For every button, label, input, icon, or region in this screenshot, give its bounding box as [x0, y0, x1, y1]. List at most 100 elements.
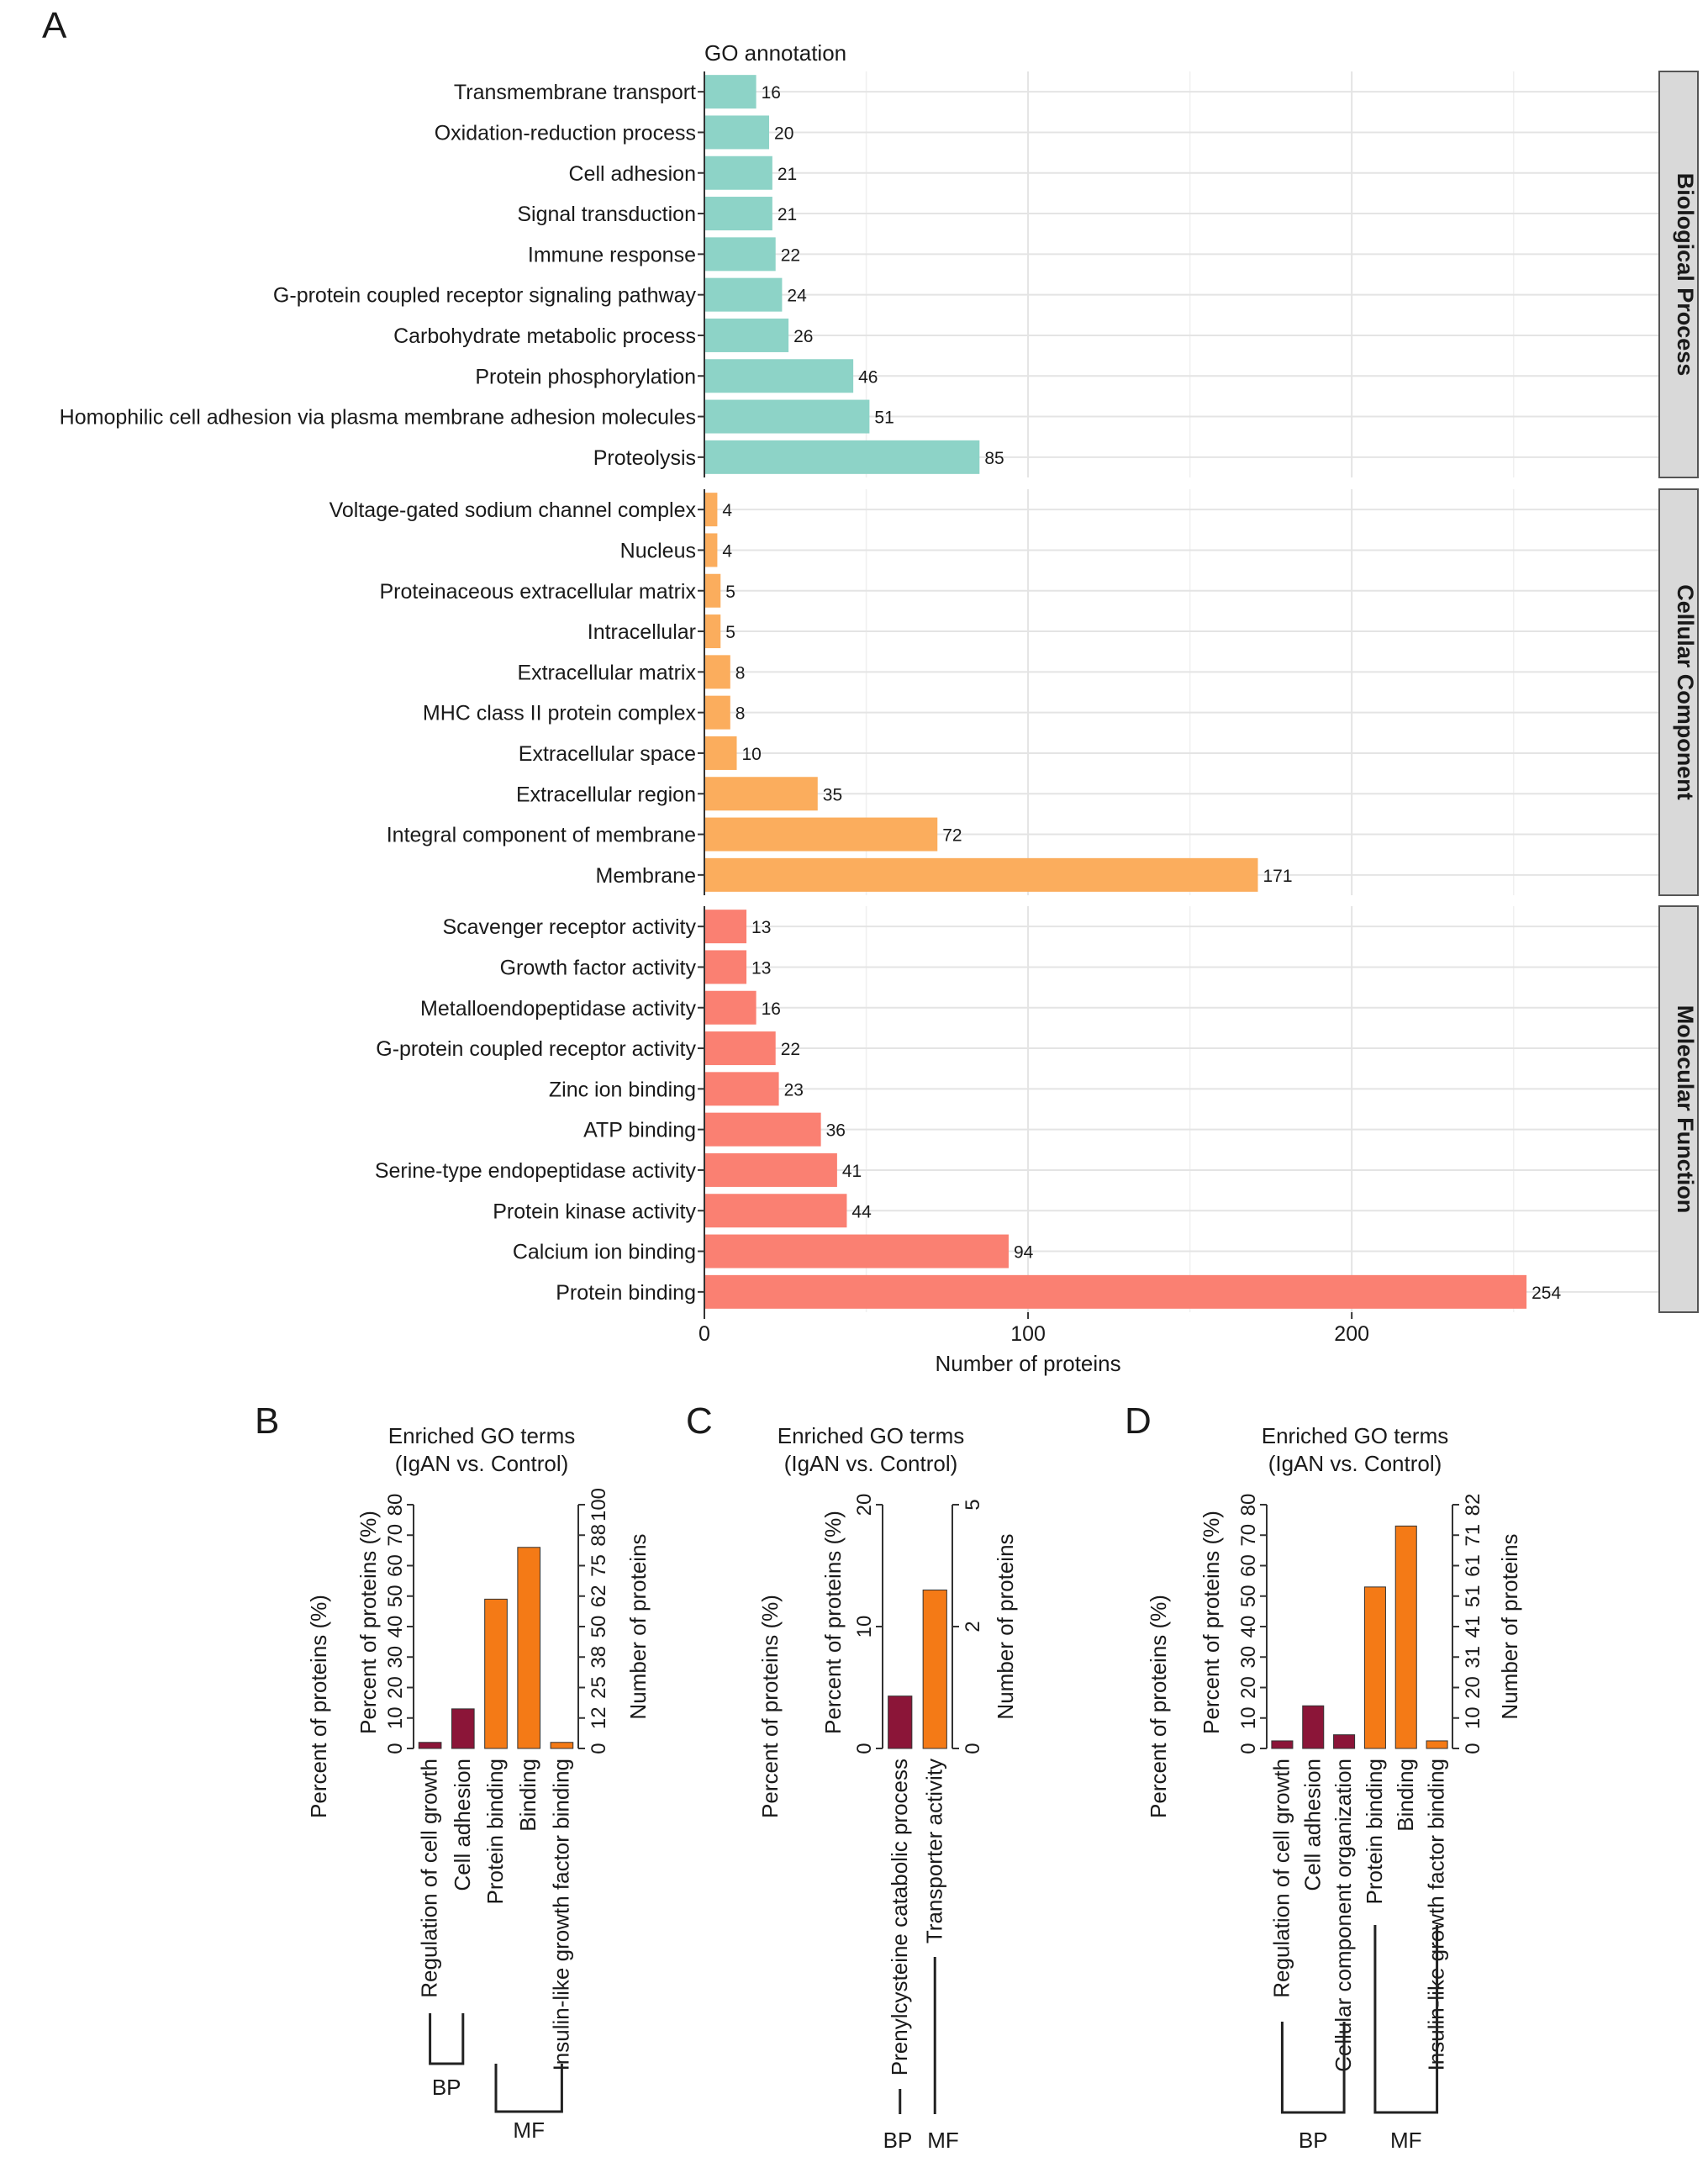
bar-value-label: 22	[781, 1040, 800, 1059]
bar-integral-component-of-membrane	[704, 817, 938, 852]
category-label: Cell adhesion	[569, 162, 697, 186]
y-left-tick-label: 80	[384, 1494, 407, 1516]
bracket-line	[1373, 1925, 1439, 2114]
y-right-tick-label: 10	[1462, 1706, 1484, 1729]
x-tick-label: 200	[1334, 1322, 1369, 1346]
bar-value-label: 21	[778, 205, 797, 224]
y-left-tick-label: 30	[384, 1646, 407, 1669]
category-label: Intracellular	[588, 620, 696, 644]
bar-intracellular	[704, 614, 721, 649]
bar-extracellular-space	[704, 736, 737, 770]
category-label: ATP binding	[583, 1119, 696, 1142]
bar-atp-binding	[704, 1112, 821, 1147]
y-axis-right-title: Number of proteins	[993, 1533, 1018, 1719]
facet-strip	[1658, 905, 1699, 1313]
category-label: Zinc ion binding	[549, 1078, 696, 1101]
y-right-tick-label: 12	[588, 1706, 610, 1729]
y-right-tick-label: 0	[588, 1743, 610, 1754]
y-right-tick-label: 100	[588, 1488, 610, 1522]
bar-extracellular-matrix	[704, 655, 730, 689]
bar-value-label: 94	[1014, 1243, 1034, 1263]
y-axis-left-title: Percent of proteins (%)	[1199, 1511, 1224, 1734]
category-label: Proteinaceous extracellular matrix	[379, 580, 696, 604]
y-left-tick-label: 30	[1237, 1646, 1260, 1669]
bar-value-label: 171	[1263, 867, 1292, 886]
y-axis-outer-title: Percent of proteins (%)	[1146, 1595, 1171, 1818]
category-label: Membrane	[596, 864, 697, 888]
bar-transporter-activity	[922, 1590, 947, 1749]
bar-value-label: 16	[762, 83, 781, 103]
bar-cell-adhesion	[1302, 1705, 1325, 1749]
y-left-tick-label: 80	[1237, 1494, 1260, 1516]
panel-b-enriched-go-chart: Enriched GO terms (IgAN vs. Control) Perce…	[306, 1423, 651, 2143]
category-label: Metalloendopeptidase activity	[420, 997, 696, 1020]
bar-binding	[1394, 1525, 1417, 1749]
group-bracket-mf: MF	[927, 1957, 959, 2153]
category-label: Protein phosphorylation	[475, 365, 696, 388]
panel-label-d: D	[1125, 1400, 1152, 1442]
facet-strip	[1658, 488, 1699, 896]
bar-insulin-like-growth-factor-binding	[1426, 1740, 1448, 1749]
bar-oxidation-reduction-process	[704, 115, 770, 150]
y-right-tick-label: 50	[588, 1616, 610, 1638]
bar-calcium-ion-binding	[704, 1234, 1009, 1268]
bar-value-label: 36	[826, 1121, 846, 1141]
group-bracket-bp: BP	[429, 2013, 465, 2100]
group-label: BP	[883, 2128, 913, 2153]
bar-value-label: 16	[762, 999, 781, 1019]
y-left-tick-label: 60	[1237, 1554, 1260, 1577]
category-label: Nucleus	[620, 539, 696, 562]
bar-proteolysis	[704, 440, 980, 474]
y-right-tick-label: 82	[1462, 1494, 1484, 1516]
y-left-tick-label: 10	[384, 1706, 407, 1729]
bar-value-label: 5	[725, 583, 735, 602]
bar-proteinaceous-extracellular-matrix	[704, 573, 721, 608]
chart-title: Enriched GO terms	[388, 1423, 576, 1448]
category-label: Cellular component organization	[1331, 1759, 1356, 2072]
chart-title: Enriched GO terms	[1262, 1423, 1449, 1448]
bar-value-label: 35	[823, 785, 842, 804]
y-left-tick-label: 10	[853, 1616, 876, 1638]
bar-prenylcysteine-catabolic-process	[888, 1696, 913, 1749]
y-left-tick-label: 50	[384, 1585, 407, 1607]
panel-a-go-annotation-chart: GO annotation 16 Transmembrane transport 20…	[60, 40, 1699, 1376]
chart-subtitle: (IgAN vs. Control)	[784, 1451, 958, 1476]
bar-value-label: 72	[942, 826, 962, 846]
y-right-tick-label: 5	[962, 1499, 984, 1510]
bar-value-label: 10	[742, 745, 762, 764]
bar-value-label: 8	[735, 663, 746, 683]
category-label: Homophilic cell adhesion via plasma memb…	[60, 406, 696, 430]
y-left-tick-label: 60	[384, 1554, 407, 1577]
bracket-line	[494, 2064, 563, 2113]
category-label: MHC class II protein complex	[423, 702, 697, 725]
category-label: Proteolysis	[593, 446, 696, 470]
category-label: Binding	[515, 1759, 540, 1832]
bar-protein-binding	[484, 1598, 508, 1749]
chart-subtitle: (IgAN vs. Control)	[1268, 1451, 1442, 1476]
y-right-tick-label: 0	[962, 1743, 984, 1754]
y-right-tick-label: 0	[1462, 1743, 1484, 1754]
category-label: Cell adhesion	[1299, 1759, 1325, 1891]
x-tick-label: 0	[698, 1322, 710, 1346]
group-bracket-bp: BP	[883, 2089, 913, 2153]
category-label: Extracellular matrix	[517, 661, 696, 684]
x-tick-label: 100	[1010, 1322, 1046, 1346]
y-right-tick-label: 25	[588, 1676, 610, 1699]
bar-value-label: 4	[722, 501, 732, 520]
category-label: G-protein coupled receptor signaling pat…	[273, 284, 697, 308]
bar-binding	[517, 1547, 541, 1749]
bar-value-label: 46	[858, 367, 878, 387]
bar-value-label: 21	[778, 165, 797, 184]
category-label: Carbohydrate metabolic process	[393, 324, 696, 348]
category-label: Transmembrane transport	[454, 81, 696, 104]
category-label: Cell adhesion	[450, 1759, 475, 1891]
panel-label-c: C	[686, 1400, 713, 1442]
bar-value-label: 20	[774, 124, 793, 143]
bar-cell-adhesion	[451, 1708, 475, 1749]
group-label: MF	[513, 2117, 545, 2143]
category-label: Binding	[1393, 1759, 1418, 1832]
facet-molecular-function: 13 Scavenger receptor activity 13 Growth fa…	[375, 905, 1699, 1313]
y-right-tick-label: 75	[588, 1554, 610, 1577]
bar-g-protein-coupled-receptor-activity	[704, 1031, 776, 1066]
